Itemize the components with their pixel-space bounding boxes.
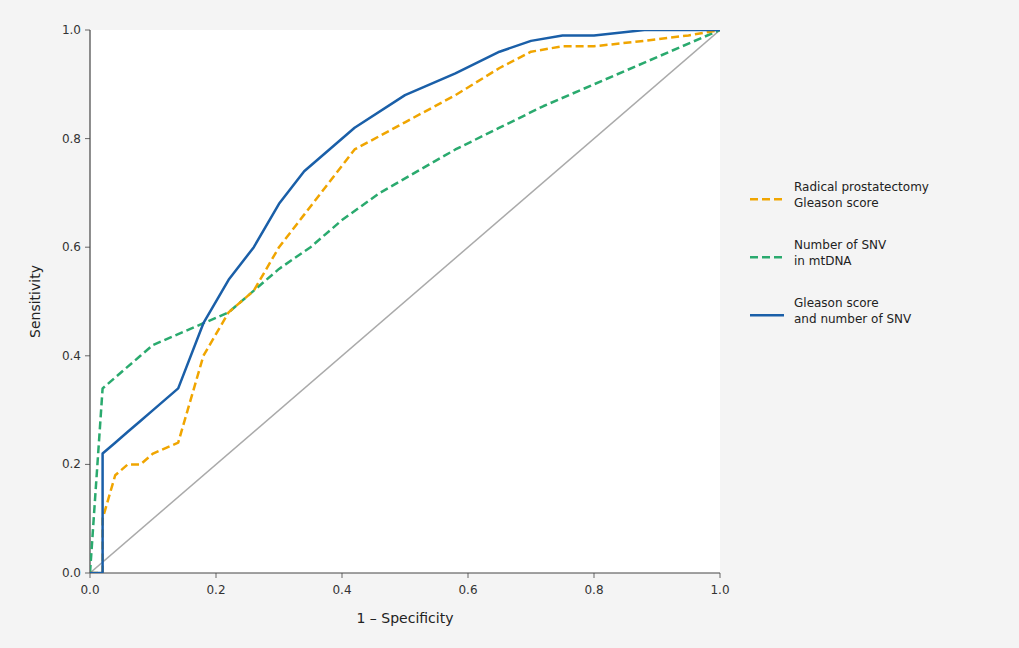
x-tick: [468, 573, 469, 578]
x-axis-label: 1 – Specificity: [357, 610, 454, 626]
legend-swatch: [750, 314, 784, 317]
legend-label-line: in mtDNA: [794, 254, 852, 268]
x-tick-label: 0.2: [206, 583, 225, 597]
background: [0, 0, 1019, 648]
x-axis-line: [90, 572, 720, 573]
x-tick: [90, 573, 91, 578]
y-tick: [85, 355, 90, 356]
y-tick-label: 1.0: [62, 23, 81, 37]
y-tick-label: 0.2: [62, 457, 81, 471]
legend: Radical prostatectomy Gleason score Number…: [750, 180, 929, 326]
x-tick-label: 0.8: [584, 583, 603, 597]
legend-label: Gleason score and number of SNV: [794, 296, 912, 326]
x-tick: [342, 573, 343, 578]
x-tick-label: 0.6: [458, 583, 477, 597]
axes: 0.0 0.2 0.4 0.6 0.8 1.0 0.0 0.2 0.4 0.6 0.8 1.0: [62, 23, 730, 597]
series-line: [90, 30, 720, 573]
legend-label-line: Number of SNV: [794, 238, 887, 252]
legend-label-line: and number of SNV: [794, 312, 912, 326]
series-line: [90, 30, 720, 573]
legend-label-line: Gleason score: [794, 196, 879, 210]
plot-area: [90, 30, 720, 573]
series-line: [90, 30, 720, 573]
x-tick: [594, 573, 595, 578]
chart: 0.0 0.2 0.4 0.6 0.8 1.0 0.0 0.2 0.4 0.6 0.8 1.0 1 – …: [0, 0, 1019, 648]
legend-label: Number of SNV in mtDNA: [794, 238, 887, 268]
y-tick: [85, 30, 90, 31]
x-tick-label: 0.0: [80, 583, 99, 597]
y-tick: [85, 464, 90, 465]
y-tick-label: 0.8: [62, 132, 81, 146]
x-tick-label: 1.0: [710, 583, 729, 597]
legend-swatch: [750, 198, 784, 201]
y-tick-label: 0.4: [62, 349, 81, 363]
y-tick-label: 0.6: [62, 240, 81, 254]
legend-swatch: [750, 256, 784, 259]
plot: [90, 30, 720, 573]
y-tick-label: 0.0: [62, 566, 81, 580]
y-tick: [85, 247, 90, 248]
x-tick-label: 0.4: [332, 583, 351, 597]
x-tick: [720, 573, 721, 578]
y-axis-label: Sensitivity: [27, 265, 43, 338]
reference-line: [90, 30, 720, 573]
y-tick: [85, 138, 90, 139]
legend-label-line: Gleason score: [794, 296, 879, 310]
legend-label: Radical prostatectomy Gleason score: [794, 180, 929, 210]
legend-label-line: Radical prostatectomy: [794, 180, 929, 194]
y-tick: [85, 573, 90, 574]
x-tick: [216, 573, 217, 578]
y-axis-line: [89, 30, 90, 573]
